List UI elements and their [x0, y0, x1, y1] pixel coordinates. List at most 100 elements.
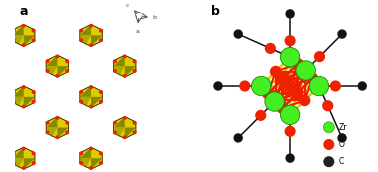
Polygon shape	[91, 35, 102, 46]
Circle shape	[299, 66, 310, 77]
Polygon shape	[46, 55, 68, 77]
Circle shape	[22, 147, 25, 150]
Circle shape	[90, 44, 92, 46]
Circle shape	[99, 152, 102, 155]
Circle shape	[314, 52, 324, 62]
Polygon shape	[12, 24, 35, 46]
Polygon shape	[80, 86, 102, 108]
Circle shape	[80, 152, 82, 155]
Circle shape	[271, 66, 281, 77]
Circle shape	[133, 70, 136, 72]
Circle shape	[12, 29, 15, 32]
Polygon shape	[12, 158, 24, 168]
Polygon shape	[46, 117, 57, 128]
Circle shape	[338, 30, 346, 38]
Circle shape	[12, 91, 15, 93]
Polygon shape	[12, 147, 35, 169]
Polygon shape	[113, 66, 125, 76]
Circle shape	[323, 122, 334, 133]
Circle shape	[280, 47, 300, 67]
Circle shape	[80, 39, 82, 42]
Circle shape	[256, 110, 266, 120]
Circle shape	[46, 131, 49, 134]
Polygon shape	[24, 35, 35, 46]
Polygon shape	[113, 55, 136, 77]
Polygon shape	[57, 128, 69, 138]
Circle shape	[114, 131, 116, 134]
Circle shape	[263, 89, 273, 99]
Polygon shape	[46, 117, 68, 138]
Circle shape	[22, 24, 25, 27]
Circle shape	[307, 73, 318, 83]
Circle shape	[99, 162, 102, 164]
Circle shape	[285, 81, 295, 91]
Text: c: c	[126, 3, 130, 8]
Circle shape	[32, 100, 35, 103]
Circle shape	[80, 29, 82, 32]
Circle shape	[56, 55, 59, 58]
Circle shape	[99, 100, 102, 103]
Circle shape	[56, 117, 59, 119]
Polygon shape	[80, 24, 91, 35]
Circle shape	[133, 121, 136, 124]
Circle shape	[66, 60, 68, 63]
Circle shape	[56, 136, 59, 138]
Circle shape	[80, 91, 82, 93]
Polygon shape	[12, 35, 24, 45]
Text: Zr: Zr	[338, 123, 347, 132]
Circle shape	[46, 121, 49, 124]
Circle shape	[12, 39, 15, 42]
Polygon shape	[57, 66, 69, 77]
Circle shape	[114, 121, 116, 124]
Polygon shape	[80, 147, 91, 158]
Circle shape	[124, 117, 126, 119]
Circle shape	[271, 95, 281, 106]
Text: a: a	[19, 5, 28, 18]
Circle shape	[46, 60, 49, 63]
Circle shape	[22, 86, 25, 88]
Circle shape	[114, 60, 116, 63]
Polygon shape	[12, 86, 35, 108]
Circle shape	[99, 29, 102, 32]
Circle shape	[280, 105, 300, 125]
Circle shape	[278, 73, 288, 83]
Circle shape	[90, 86, 92, 88]
Circle shape	[90, 24, 92, 27]
Circle shape	[80, 162, 82, 164]
Circle shape	[299, 95, 310, 106]
Polygon shape	[80, 35, 91, 45]
Circle shape	[124, 136, 126, 138]
Polygon shape	[80, 158, 91, 168]
Circle shape	[32, 162, 35, 164]
Polygon shape	[113, 117, 125, 128]
Circle shape	[277, 103, 287, 113]
Circle shape	[265, 92, 284, 111]
Circle shape	[46, 70, 49, 72]
Polygon shape	[91, 158, 102, 169]
Polygon shape	[80, 86, 91, 97]
Circle shape	[66, 70, 68, 72]
Circle shape	[292, 89, 302, 99]
Circle shape	[265, 44, 275, 53]
Circle shape	[293, 88, 303, 98]
Polygon shape	[46, 128, 57, 137]
Circle shape	[285, 36, 295, 46]
Circle shape	[286, 10, 294, 18]
Circle shape	[124, 55, 126, 58]
Circle shape	[285, 126, 295, 136]
Circle shape	[234, 30, 242, 38]
Circle shape	[114, 70, 116, 72]
Circle shape	[22, 167, 25, 169]
Circle shape	[323, 139, 334, 150]
Circle shape	[358, 82, 366, 90]
Polygon shape	[12, 86, 24, 97]
Circle shape	[12, 100, 15, 103]
Circle shape	[234, 134, 242, 142]
Polygon shape	[125, 66, 136, 77]
Polygon shape	[91, 97, 102, 108]
Circle shape	[330, 81, 340, 91]
Circle shape	[133, 131, 136, 134]
Circle shape	[240, 81, 250, 91]
Polygon shape	[12, 97, 24, 106]
Circle shape	[32, 39, 35, 42]
